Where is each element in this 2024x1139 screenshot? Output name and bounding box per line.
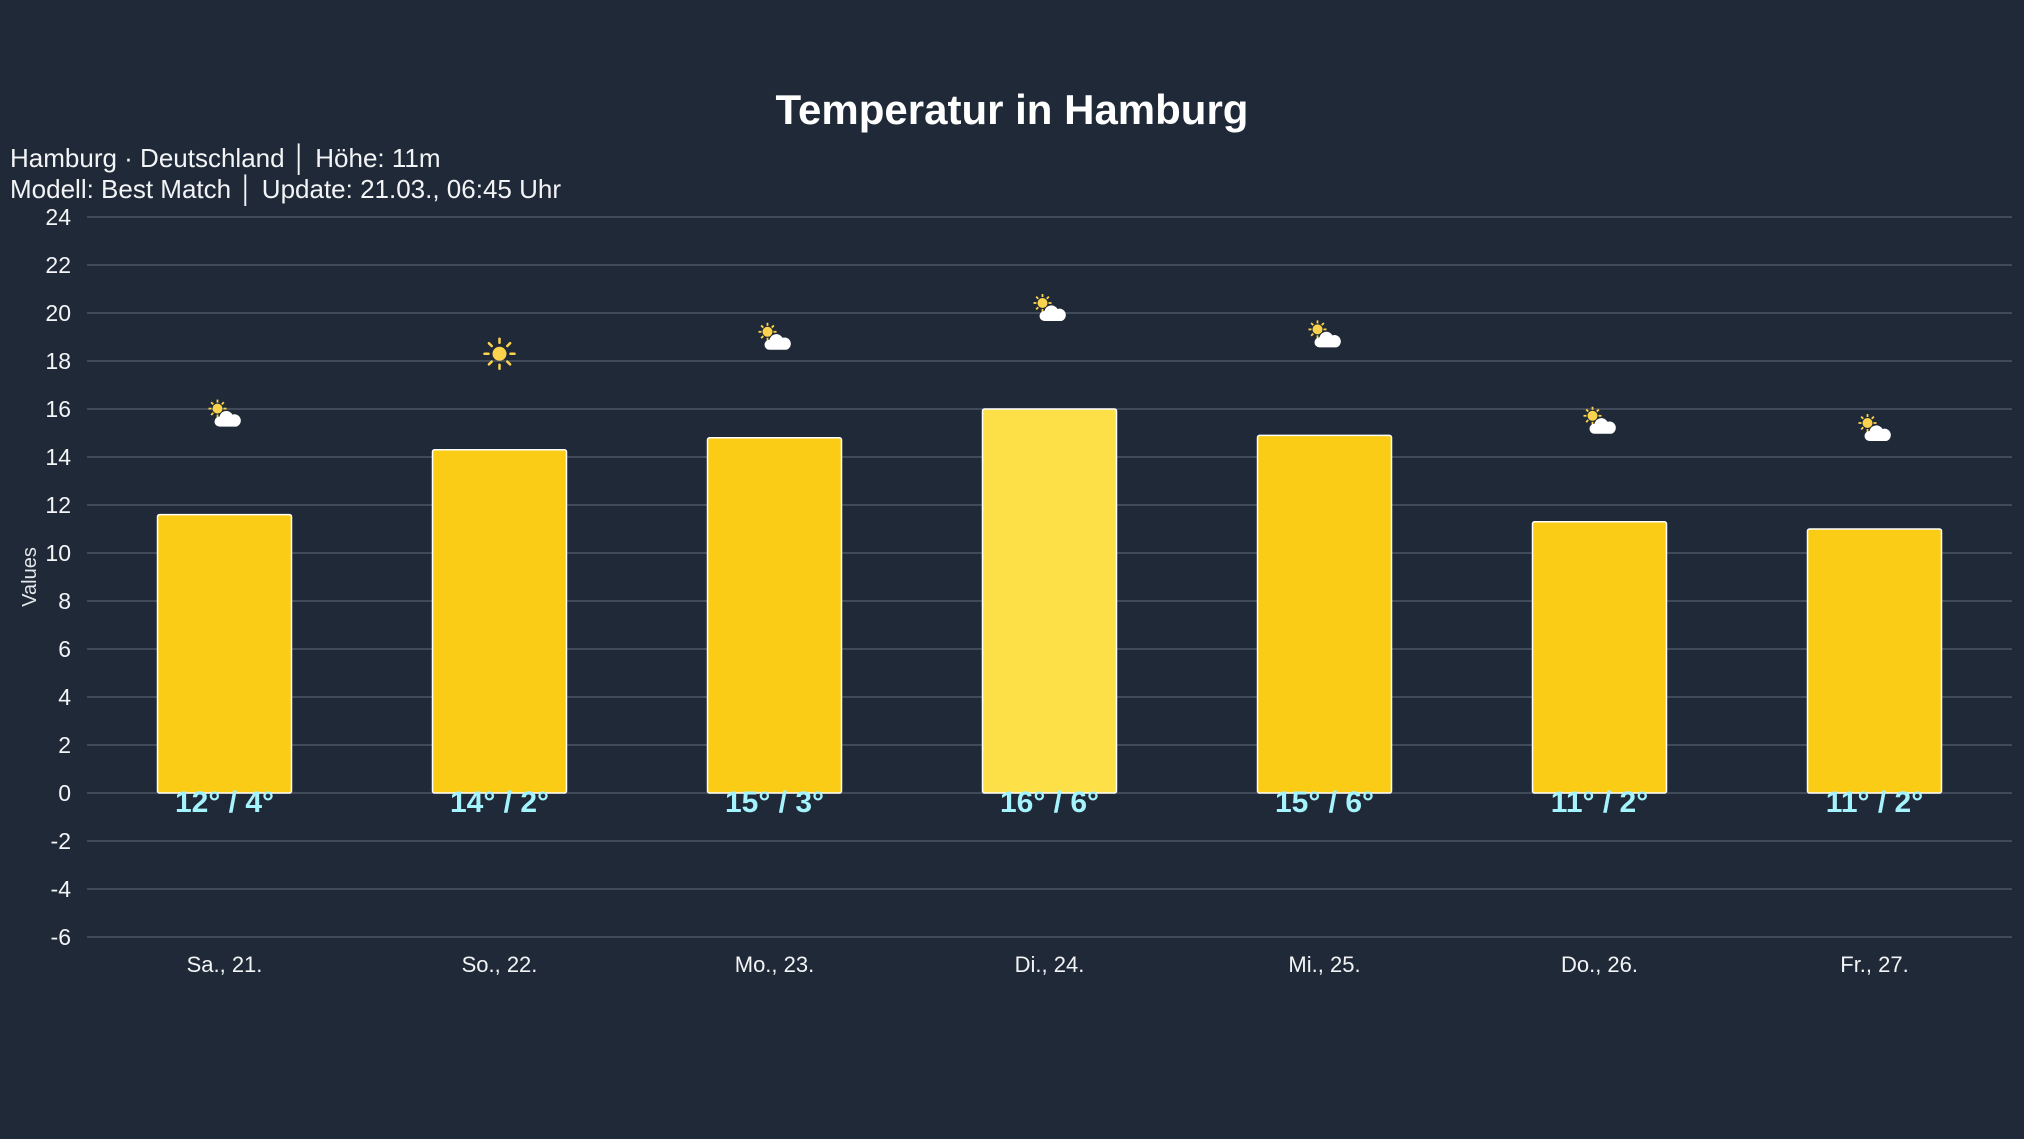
y-tick-label: 18: [45, 348, 71, 374]
bar: [706, 437, 843, 794]
sun-ray: [1321, 322, 1325, 326]
sun-ray: [487, 341, 493, 348]
sun-core: [1862, 418, 1873, 428]
sun-ray: [1871, 415, 1875, 420]
cloud-shape: [764, 334, 791, 350]
sun-ray: [1035, 306, 1039, 311]
bar: [1806, 528, 1943, 794]
bar: [1256, 434, 1393, 794]
sun-ray: [771, 324, 775, 329]
data-label: 12° / 4°: [175, 786, 274, 819]
sun-core: [762, 326, 773, 337]
partly-cloudy-icon: [1033, 294, 1066, 321]
cloud-shape: [1314, 331, 1341, 348]
sun-core: [1587, 410, 1598, 421]
y-tick-label: 6: [58, 636, 71, 662]
sun-ray: [1046, 295, 1050, 300]
sun-ray: [760, 335, 764, 339]
sun-ray: [1585, 408, 1589, 413]
y-tick-label: 22: [45, 252, 71, 278]
sun-core: [1312, 324, 1323, 335]
y-tick-label: 4: [58, 684, 71, 710]
data-label: 14° / 2°: [450, 786, 549, 819]
x-tick-label: Do., 26.: [1561, 952, 1638, 977]
bar: [431, 449, 568, 794]
y-axis-label: Values: [19, 547, 41, 607]
y-tick-label: -4: [51, 876, 72, 902]
y-tick-label: 16: [45, 396, 71, 422]
x-tick-label: Di., 24.: [1015, 952, 1085, 977]
sun-ray: [210, 412, 214, 416]
x-tick-label: Sa., 21.: [187, 952, 263, 977]
sun-ray: [1310, 322, 1314, 326]
sun-ray: [506, 360, 512, 366]
bar: [1531, 521, 1668, 794]
sun-ray: [1035, 295, 1039, 300]
y-tick-label: 14: [45, 444, 71, 470]
partly-cloudy-icon: [208, 399, 241, 427]
sun-icon: [483, 337, 516, 371]
cloud-shape: [1039, 305, 1066, 321]
partly-cloudy-icon: [758, 322, 791, 350]
y-tick-label: 10: [45, 540, 71, 566]
sun-core: [1037, 298, 1048, 308]
sun-ray: [760, 324, 764, 329]
partly-cloudy-icon: [1308, 320, 1341, 348]
x-tick-label: Fr., 27.: [1840, 952, 1908, 977]
sun-ray: [1596, 408, 1600, 413]
model-subtitle: Modell: Best Match │ Update: 21.03., 06:…: [10, 174, 561, 204]
x-tick-label: Mi., 25.: [1288, 952, 1360, 977]
cloud-shape: [214, 410, 241, 427]
y-tick-label: 20: [45, 300, 71, 326]
cloud-shape: [1589, 418, 1616, 434]
sun-ray: [487, 360, 493, 366]
cloud-shape: [1864, 425, 1891, 441]
y-tick-label: 2: [58, 732, 71, 758]
y-tick-label: 8: [58, 588, 71, 614]
sun-ray: [221, 401, 225, 405]
sun-core: [212, 403, 223, 414]
y-tick-label: 12: [45, 492, 71, 518]
data-label: 15° / 6°: [1275, 786, 1374, 819]
data-label: 16° / 6°: [1000, 786, 1099, 819]
partly-cloudy-icon: [1858, 414, 1891, 441]
data-label: 11° / 2°: [1551, 786, 1648, 819]
sun-ray: [506, 341, 512, 348]
sun-ray: [1585, 419, 1589, 423]
data-label: 11° / 2°: [1826, 786, 1923, 819]
x-tick-label: So., 22.: [462, 952, 538, 977]
y-tick-label: -6: [51, 924, 71, 950]
sun-ray: [210, 401, 214, 405]
x-tick-label: Mo., 23.: [735, 952, 814, 977]
y-tick-label: 0: [58, 780, 71, 806]
bar: [156, 513, 293, 794]
location-subtitle: Hamburg · Deutschland │ Höhe: 11m: [10, 143, 441, 173]
sun-core: [492, 346, 507, 361]
y-tick-label: -2: [51, 828, 71, 854]
sun-ray: [1860, 415, 1864, 420]
chart-title: Temperatur in Hamburg: [775, 86, 1249, 133]
sun-ray: [1860, 426, 1864, 431]
sun-ray: [1310, 333, 1314, 337]
partly-cloudy-icon: [1583, 406, 1616, 434]
bar: [981, 408, 1118, 794]
data-label: 15° / 3°: [725, 786, 824, 819]
y-tick-label: 24: [45, 204, 71, 230]
